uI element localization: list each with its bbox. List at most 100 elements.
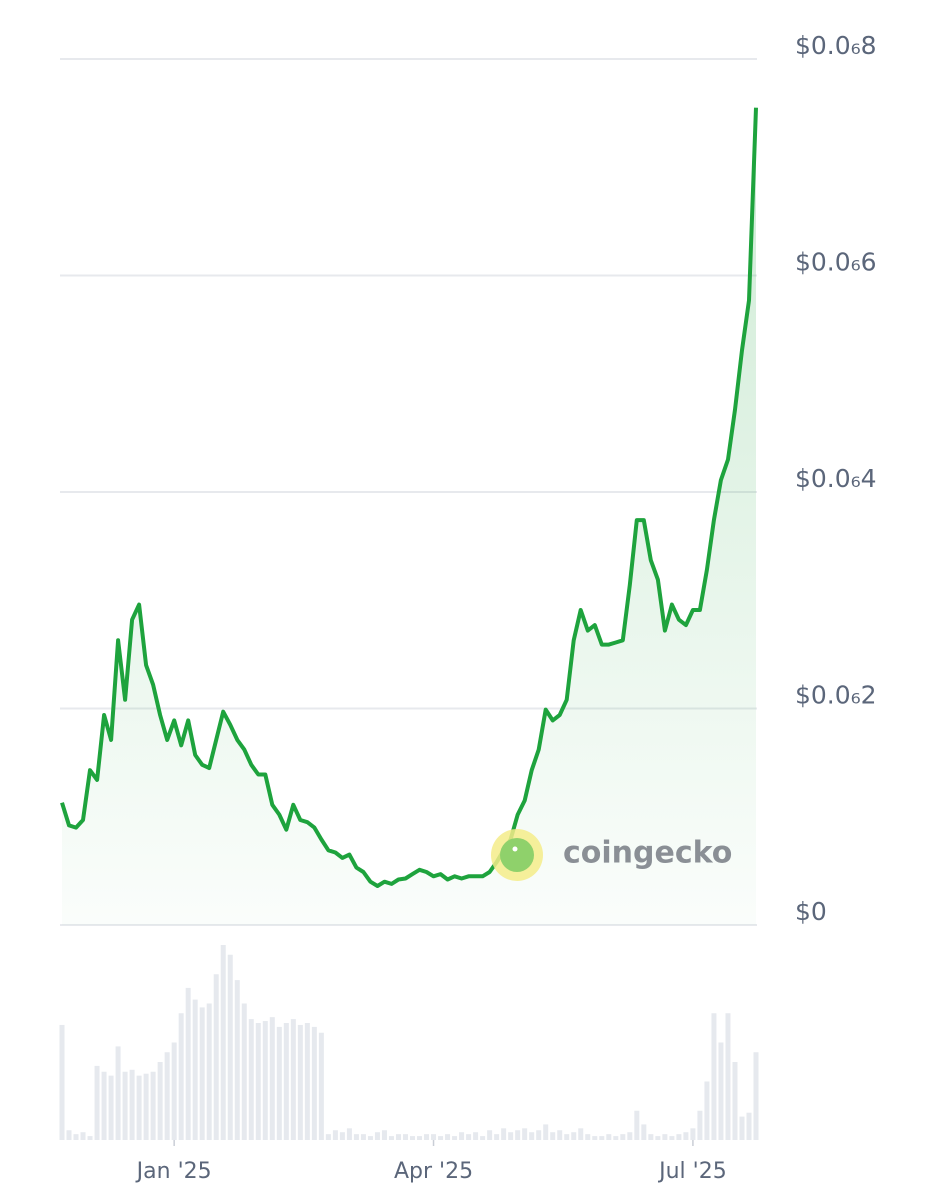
volume-bar	[676, 1134, 682, 1140]
volume-bar	[318, 1032, 324, 1140]
x-tick-label: Jan '25	[135, 1159, 212, 1184]
volume-bar	[283, 1023, 289, 1140]
volume-bar	[473, 1132, 479, 1140]
volume-bar	[255, 1023, 261, 1140]
volume-bar	[564, 1134, 570, 1140]
volume-bar	[94, 1065, 100, 1140]
volume-bar	[122, 1071, 128, 1140]
volume-bar	[487, 1130, 493, 1140]
volume-bar	[445, 1134, 451, 1140]
volume-bar	[634, 1110, 640, 1140]
volume-bar	[655, 1136, 661, 1140]
volume-bar	[543, 1124, 549, 1140]
volume-bar	[704, 1081, 710, 1140]
volume-bar	[269, 1017, 275, 1140]
volume-bar	[662, 1134, 668, 1140]
volume-bar	[725, 1013, 731, 1140]
volume-bar	[311, 1026, 317, 1140]
volume-bar	[297, 1024, 303, 1140]
y-tick-label: $0.0₆4	[795, 464, 877, 493]
volume-bar	[452, 1136, 458, 1140]
volume-bar	[220, 945, 226, 1140]
volume-bar	[332, 1130, 338, 1140]
volume-bar	[304, 1023, 310, 1140]
volume-bar	[206, 1003, 212, 1140]
y-tick-label: $0.0₆2	[795, 681, 877, 710]
volume-bar	[641, 1124, 647, 1140]
volume-bar	[466, 1134, 472, 1140]
volume-bar	[410, 1136, 416, 1140]
price-area	[62, 107, 756, 925]
volume-bar	[557, 1130, 563, 1140]
volume-bar	[424, 1134, 430, 1140]
volume-bar	[529, 1132, 535, 1140]
volume-bar	[367, 1136, 373, 1140]
volume-bar	[480, 1136, 486, 1140]
volume-bar	[108, 1075, 114, 1140]
volume-bar	[606, 1134, 612, 1140]
volume-bar	[711, 1013, 717, 1140]
volume-bar	[613, 1136, 619, 1140]
x-tick-label: Apr '25	[394, 1159, 473, 1184]
y-tick-label: $0.0₆6	[795, 248, 877, 277]
volume-bar	[66, 1130, 72, 1140]
volume-bar	[199, 1007, 205, 1140]
volume-bar	[185, 987, 191, 1140]
volume-bar	[290, 1019, 296, 1140]
volume-bar	[494, 1134, 500, 1140]
volume-bar	[381, 1130, 387, 1140]
volume-bar	[73, 1134, 79, 1140]
volume-bar	[101, 1071, 107, 1140]
volume-bar	[508, 1132, 514, 1140]
volume-bar	[150, 1071, 156, 1140]
volume-bar	[690, 1128, 696, 1140]
volume-bar	[80, 1132, 86, 1140]
volume-bar	[339, 1132, 345, 1140]
volume-bar	[213, 974, 219, 1140]
y-tick-label: $0.0₆8	[795, 31, 877, 60]
watermark: coingecko	[491, 829, 732, 881]
volume-bar	[536, 1130, 542, 1140]
volume-bar	[136, 1075, 142, 1140]
volume-bar	[353, 1134, 359, 1140]
volume-bar	[753, 1052, 759, 1140]
volume-bar	[157, 1062, 163, 1140]
volume-bar	[522, 1128, 528, 1140]
volume-bar	[501, 1128, 507, 1140]
volume-bar	[276, 1026, 282, 1140]
volume-bar	[87, 1136, 93, 1140]
volume-bar	[171, 1042, 177, 1140]
watermark-text: coingecko	[563, 836, 732, 871]
volume-bar	[515, 1130, 521, 1140]
volume-bar	[417, 1136, 423, 1140]
volume-bar	[739, 1116, 745, 1140]
volume-bar	[192, 999, 198, 1140]
volume-bar	[438, 1136, 444, 1140]
volume-bar	[115, 1046, 121, 1140]
volume-bar	[431, 1134, 437, 1140]
volume-bar	[248, 1019, 254, 1140]
price-line	[60, 107, 758, 888]
volume-bar	[402, 1134, 408, 1140]
volume-bar	[164, 1052, 170, 1140]
volume-bar	[683, 1132, 689, 1140]
volume-bar	[178, 1013, 184, 1140]
volume-bar	[732, 1062, 738, 1140]
volume-bar	[620, 1134, 626, 1140]
volume-bar	[746, 1112, 752, 1140]
volume-bar	[578, 1128, 584, 1140]
volume-bar	[227, 954, 233, 1140]
volume-bar	[550, 1132, 556, 1140]
volume-bar	[59, 1024, 65, 1140]
volume-bar	[262, 1021, 268, 1140]
volume-bar	[325, 1134, 331, 1140]
volume-bar	[648, 1134, 654, 1140]
x-tick-label: Jul '25	[657, 1159, 727, 1184]
volume-bar	[697, 1110, 703, 1140]
volume-bar	[571, 1132, 577, 1140]
volume-bar	[346, 1128, 352, 1140]
volume-bar	[599, 1136, 605, 1140]
volume-bar	[143, 1073, 149, 1140]
